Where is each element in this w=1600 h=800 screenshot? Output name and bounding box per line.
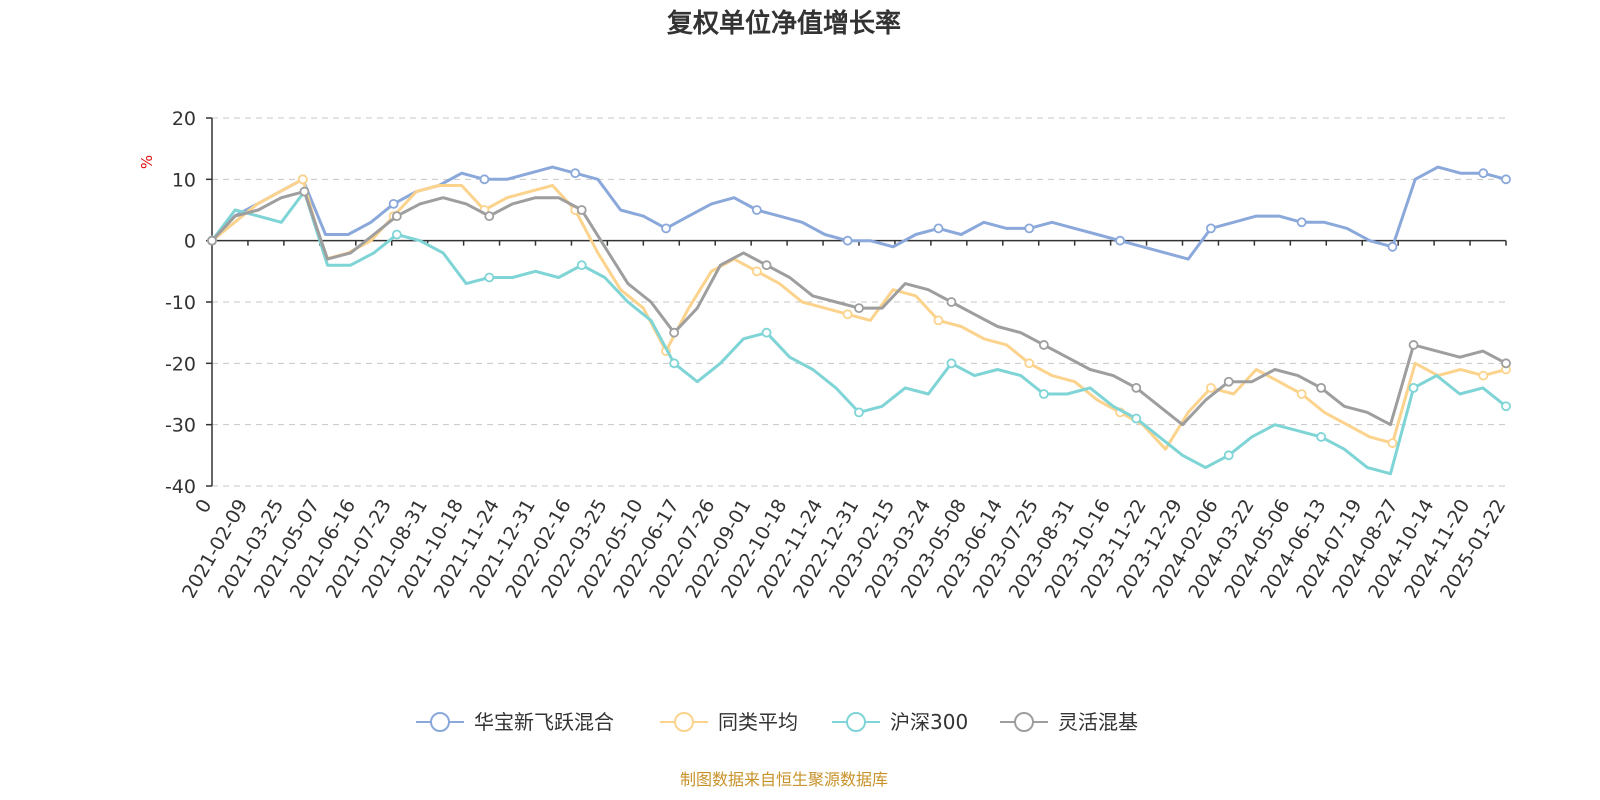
legend-label: 沪深300 [890,710,968,734]
data-point [751,266,762,277]
legend-label: 灵活混基 [1058,710,1138,734]
data-point [933,223,944,234]
data-point [1387,438,1398,448]
data-point [570,168,581,179]
y-tick-label: 20 [172,108,196,130]
data-point [661,223,671,234]
data-point [484,211,495,222]
data-point [669,358,680,369]
x-tick-labels: 02021-02-092021-03-252021-05-072021-06-1… [178,495,1510,602]
y-axis-label: % [138,155,156,169]
data-point [1408,340,1419,350]
data-point [1478,168,1489,179]
data-point [1024,358,1035,369]
data-point [1387,241,1398,252]
legend[interactable]: 华宝新飞跃混合 同类平均 沪深300 灵活混基 [416,710,1138,734]
data-point [1038,340,1049,350]
data-point [761,260,772,271]
series-line-2 [210,190,1508,476]
y-tick-label: -40 [165,476,196,498]
data-point [391,229,402,240]
legend-label: 华宝新飞跃混合 [474,710,614,734]
data-point [842,235,853,246]
data-point [576,260,587,271]
data-point [1024,223,1035,234]
data-source-note: 制图数据来自恒生聚源数据库 [680,770,888,789]
chart-title: 复权单位净值增长率 [667,8,901,39]
data-point [842,309,853,320]
data-point [761,327,772,338]
legend-label: 同类平均 [718,710,798,734]
data-point [1316,382,1327,393]
data-point [1223,376,1234,387]
data-point [1131,413,1142,424]
data-point [946,358,957,369]
legend-marker [674,712,694,732]
y-tick-label: -30 [165,415,196,437]
legend-item[interactable]: 沪深300 [832,710,968,734]
data-point [299,186,310,197]
data-point [388,198,399,209]
y-tick-label: -10 [165,292,196,314]
data-point [946,297,957,307]
legend-item[interactable]: 同类平均 [660,710,798,734]
data-point [1316,432,1327,442]
data-point [484,272,495,283]
data-point [1501,401,1511,412]
data-point [1205,223,1216,234]
data-point [1501,358,1511,369]
y-tick-labels: 20 10 0 -10 -20 -30 -40 [165,108,196,498]
data-point [1038,389,1049,399]
legend-marker [846,712,866,732]
legend-item[interactable]: 灵活混基 [1000,710,1138,734]
data-point [391,211,402,222]
series-lines [207,165,1511,476]
data-point [576,205,587,215]
data-point [854,303,864,314]
data-point [1115,235,1125,246]
data-point [1296,217,1307,228]
data-point [854,407,864,418]
data-point [1408,382,1419,393]
series-line-1 [210,177,1508,451]
legend-marker [1014,712,1034,732]
data-point [1223,450,1234,461]
data-point [1501,174,1511,185]
data-point [751,205,762,215]
data-point [1205,382,1216,393]
y-tick-label: -20 [165,353,196,375]
data-point [207,235,217,246]
data-point [669,327,680,338]
data-point [933,315,944,326]
data-point [1478,370,1489,381]
data-point [479,174,490,185]
x-tick-label: 0 [191,496,216,517]
legend-item[interactable]: 华宝新飞跃混合 [416,710,614,734]
y-tick-label: 10 [172,169,196,191]
data-point [1296,389,1307,399]
grid-lines [212,117,1506,487]
data-point [297,174,308,185]
y-tick-label: 0 [184,231,196,253]
data-point [1131,382,1142,393]
legend-marker [430,712,450,732]
